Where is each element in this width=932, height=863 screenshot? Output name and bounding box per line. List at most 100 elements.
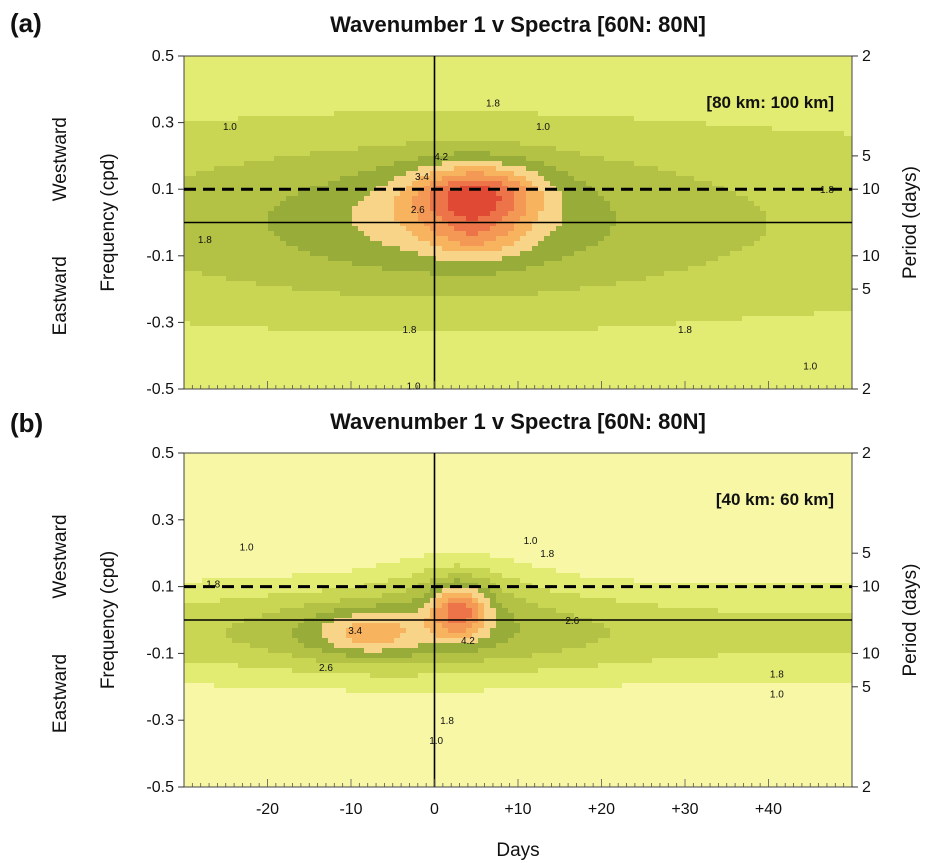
heatmap-cell: [598, 226, 605, 232]
heatmap-cell: [274, 316, 281, 322]
heatmap-cell: [592, 306, 599, 312]
heatmap-cell: [538, 346, 545, 352]
heatmap-cell: [526, 356, 533, 362]
heatmap-cell: [268, 81, 275, 87]
heatmap-cell: [388, 296, 395, 302]
heatmap-cell: [208, 371, 215, 377]
heatmap-cell: [592, 386, 599, 389]
heatmap-cell: [238, 161, 245, 167]
heatmap-cell: [376, 231, 383, 237]
heatmap-cell: [460, 106, 467, 112]
heatmap-cell: [436, 306, 443, 312]
heatmap-cell: [568, 271, 575, 277]
heatmap-cell: [274, 151, 281, 157]
heatmap-cell: [472, 336, 479, 342]
heatmap-cell: [490, 121, 497, 127]
heatmap-cell: [412, 191, 419, 197]
heatmap-cell: [610, 376, 617, 382]
heatmap-cell: [460, 231, 467, 237]
heatmap-cell: [478, 66, 485, 72]
heatmap-cell: [580, 331, 587, 337]
heatmap-cell: [580, 321, 587, 327]
heatmap-cell: [448, 81, 455, 87]
heatmap-cell: [550, 231, 557, 237]
heatmap-cell: [340, 301, 347, 307]
heatmap-cell: [400, 301, 407, 307]
heatmap-cell: [304, 371, 311, 377]
heatmap-cell: [418, 91, 425, 97]
heatmap-cell: [280, 311, 287, 317]
heatmap-cell: [292, 376, 299, 382]
heatmap-cell: [436, 336, 443, 342]
heatmap-cell: [364, 271, 371, 277]
heatmap-cell: [466, 71, 473, 77]
heatmap-cell: [220, 116, 227, 122]
heatmap-cell: [214, 136, 221, 142]
heatmap-cell: [196, 276, 203, 282]
heatmap-cell: [562, 316, 569, 322]
heatmap-cell: [418, 346, 425, 352]
heatmap-cell: [478, 101, 485, 107]
heatmap-cell: [244, 211, 251, 217]
heatmap-cell: [268, 236, 275, 242]
heatmap-cell: [550, 331, 557, 337]
heatmap-cell: [208, 181, 215, 187]
heatmap-cell: [196, 236, 203, 242]
heatmap-cell: [430, 171, 437, 177]
heatmap-cell: [370, 291, 377, 297]
heatmap-cell: [328, 226, 335, 232]
heatmap-cell: [262, 191, 269, 197]
heatmap-cell: [412, 116, 419, 122]
heatmap-cell: [454, 231, 461, 237]
heatmap-cell: [226, 171, 233, 177]
heatmap-cell: [370, 176, 377, 182]
heatmap-cell: [418, 281, 425, 287]
heatmap-cell: [376, 176, 383, 182]
heatmap-cell: [184, 221, 191, 227]
heatmap-cell: [328, 301, 335, 307]
heatmap-cell: [214, 151, 221, 157]
heatmap-cell: [628, 121, 635, 127]
heatmap-cell: [298, 166, 305, 172]
heatmap-cell: [592, 156, 599, 162]
heatmap-cell: [292, 321, 299, 327]
heatmap-cell: [220, 181, 227, 187]
heatmap-cell: [586, 216, 593, 222]
heatmap-cell: [340, 171, 347, 177]
heatmap-cell: [490, 336, 497, 342]
heatmap-cell: [394, 371, 401, 377]
heatmap-cell: [190, 56, 197, 62]
heatmap-cell: [388, 271, 395, 277]
heatmap-cell: [226, 66, 233, 72]
heatmap-cell: [208, 286, 215, 292]
heatmap-cell: [346, 206, 353, 212]
heatmap-cell: [544, 76, 551, 82]
heatmap-cell: [268, 206, 275, 212]
heatmap-cell: [394, 336, 401, 342]
heatmap-cell: [232, 176, 239, 182]
heatmap-cell: [346, 371, 353, 377]
heatmap-cell: [610, 346, 617, 352]
heatmap-cell: [226, 281, 233, 287]
heatmap-cell: [490, 371, 497, 377]
heatmap-cell: [520, 181, 527, 187]
heatmap-cell: [232, 316, 239, 322]
heatmap-cell: [322, 356, 329, 362]
heatmap-cell: [370, 81, 377, 87]
heatmap-cell: [586, 211, 593, 217]
heatmap-cell: [298, 311, 305, 317]
heatmap-cell: [268, 346, 275, 352]
heatmap-cell: [412, 171, 419, 177]
heatmap-cell: [490, 176, 497, 182]
heatmap-cell: [430, 241, 437, 247]
heatmap-cell: [226, 286, 233, 292]
heatmap-cell: [502, 176, 509, 182]
heatmap-cell: [436, 176, 443, 182]
heatmap-cell: [592, 131, 599, 137]
heatmap-cell: [502, 101, 509, 107]
heatmap-cell: [574, 171, 581, 177]
heatmap-cell: [382, 76, 389, 82]
heatmap-cell: [304, 206, 311, 212]
heatmap-cell: [448, 251, 455, 257]
heatmap-cell: [622, 81, 629, 87]
